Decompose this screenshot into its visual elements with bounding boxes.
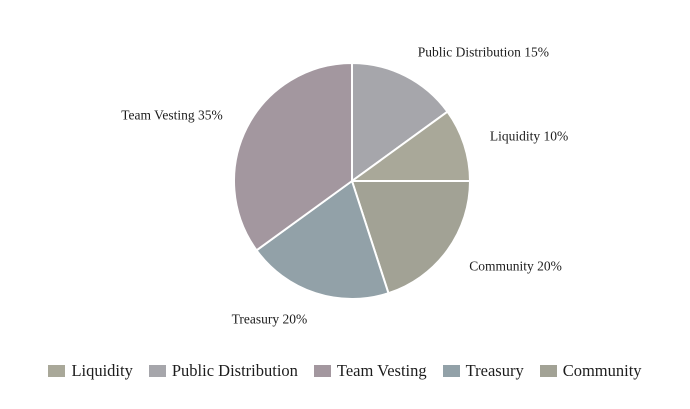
legend-item-liquidity: Liquidity bbox=[48, 361, 133, 381]
legend-label-team-vesting: Team Vesting bbox=[336, 361, 427, 380]
pie-slice-label-public-distribution: Public Distribution 15% bbox=[418, 44, 549, 59]
legend-item-community: Community bbox=[539, 361, 642, 381]
pie-slice-label-team-vesting: Team Vesting 35% bbox=[121, 108, 223, 123]
legend-swatch-treasury bbox=[442, 365, 460, 377]
pie-chart: Public Distribution 15% Liquidity 10% Comm… bbox=[121, 44, 568, 326]
legend-swatch-team-vesting bbox=[313, 365, 331, 377]
legend-label-treasury: Treasury bbox=[465, 361, 524, 380]
chart-legend: Liquidity Public Distribution Team Vesting… bbox=[0, 361, 690, 381]
legend-item-team-vesting: Team Vesting bbox=[313, 361, 427, 381]
pie-slice-liquidity bbox=[351, 110, 471, 182]
pie-slice-treasury bbox=[255, 180, 390, 300]
legend-label-liquidity: Liquidity bbox=[71, 361, 133, 380]
pie-slice-public-distribution bbox=[351, 62, 449, 182]
legend-label-public-distribution: Public Distribution bbox=[171, 361, 298, 380]
legend-swatch-public-distribution bbox=[148, 365, 166, 377]
legend-swatch-liquidity bbox=[48, 365, 66, 377]
pie-slice-label-treasury: Treasury 20% bbox=[232, 311, 308, 326]
legend-swatch-community bbox=[539, 365, 557, 377]
pie-slice-community bbox=[351, 180, 471, 295]
legend-item-treasury: Treasury bbox=[442, 361, 524, 381]
legend-item-public-distribution: Public Distribution bbox=[148, 361, 298, 381]
pie-slice-label-liquidity: Liquidity 10% bbox=[490, 129, 568, 144]
pie-slice-team-vesting bbox=[233, 62, 353, 252]
legend-label-community: Community bbox=[562, 361, 642, 380]
pie-slice-label-community: Community 20% bbox=[469, 259, 562, 274]
